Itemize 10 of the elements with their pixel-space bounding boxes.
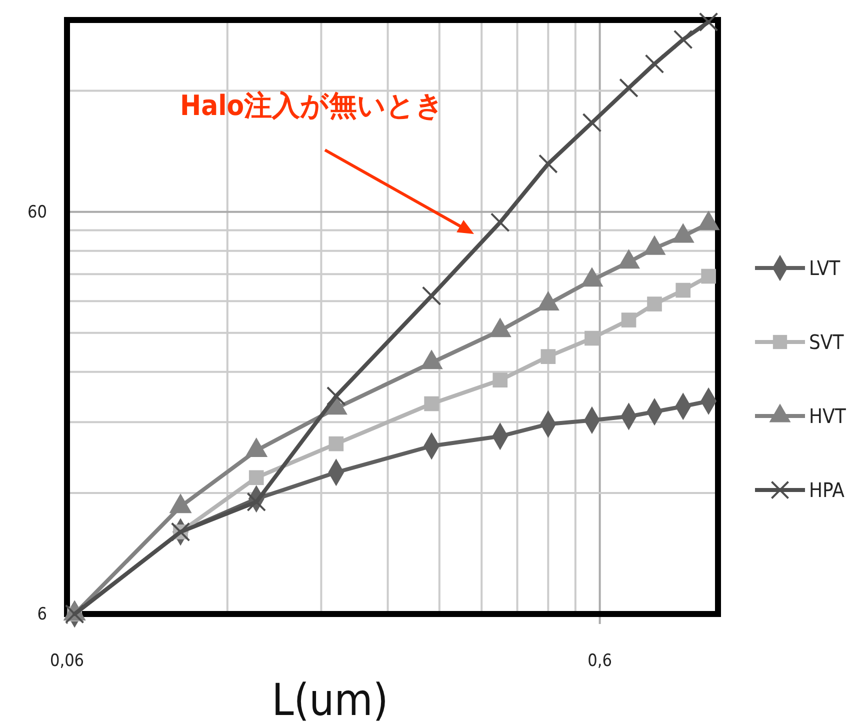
legend-label: SVT — [809, 330, 845, 354]
legend-label: LVT — [809, 256, 842, 280]
y-tick-label: 6 — [37, 604, 47, 624]
y-tick-label: 60 — [28, 202, 47, 222]
legend-label: HVT — [809, 404, 847, 428]
x-tick-label: 0,06 — [50, 651, 84, 672]
x-axis-title: L(um) — [272, 675, 388, 726]
annotation: Halo注入が無いとき — [180, 89, 444, 122]
x-tick-label: 0,6 — [588, 651, 612, 672]
legend-label: HPA — [809, 478, 846, 502]
